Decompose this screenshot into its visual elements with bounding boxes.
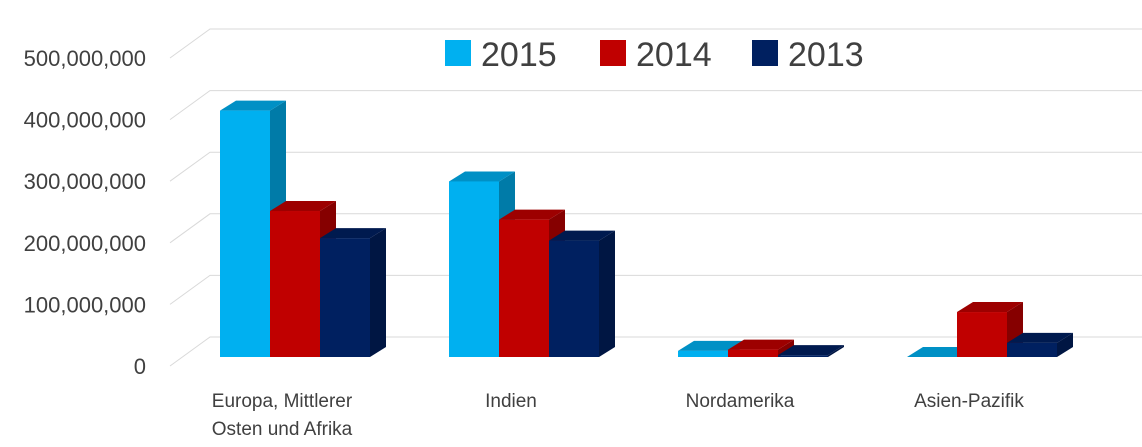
bar [320, 228, 386, 357]
bar-front [320, 238, 370, 357]
y-axis: 0 100,000,000 200,000,000 300,000,000 400,00… [24, 46, 146, 379]
bar-front [549, 240, 599, 357]
bar-front [449, 181, 499, 357]
bar [907, 347, 973, 357]
bar-top [499, 209, 565, 220]
bar-top [728, 339, 794, 350]
x-category-label: Indien [485, 391, 537, 412]
bar-front [270, 211, 320, 357]
x-category-label: Europa, Mittlerer Osten und Afrika [212, 391, 353, 440]
bar-top [907, 347, 973, 357]
bar-front [1007, 342, 1057, 357]
bar [778, 345, 844, 357]
bar-front [220, 110, 270, 357]
x-axis: Europa, Mittlerer Osten und Afrika Indien N… [212, 391, 1025, 440]
bar-top [320, 228, 386, 239]
bar-top [549, 230, 615, 241]
legend-swatch [752, 40, 778, 66]
legend-swatch [445, 40, 471, 66]
bar [1007, 332, 1073, 357]
y-tick-label: 200,000,000 [24, 231, 146, 256]
bars [220, 100, 1073, 357]
bar-top [957, 302, 1023, 313]
legend-item: 2013 [752, 36, 864, 74]
legend-item: 2015 [445, 36, 557, 74]
bar [549, 230, 615, 357]
bar-front [499, 219, 549, 357]
y-tick-label: 400,000,000 [24, 108, 146, 133]
bar-front [728, 349, 778, 357]
legend-label: 2014 [636, 36, 712, 74]
bar-front [778, 355, 828, 357]
bar-top [1007, 332, 1073, 343]
y-tick-label: 100,000,000 [24, 292, 146, 317]
bar-top [678, 340, 744, 351]
bar-top [449, 171, 515, 182]
y-tick-label: 300,000,000 [24, 169, 146, 194]
legend-item: 2014 [600, 36, 712, 74]
y-tick-label: 500,000,000 [24, 46, 146, 71]
gridline [169, 28, 1142, 59]
bar-side [828, 345, 844, 357]
gridlines [169, 28, 1142, 367]
legend: 2015 2014 2013 [445, 36, 864, 74]
gridline [169, 274, 1142, 305]
bar-side [370, 228, 386, 357]
bar-top [778, 345, 844, 356]
legend-label: 2015 [481, 36, 557, 74]
bar-side [1057, 332, 1073, 357]
bar-top [270, 201, 336, 212]
gridline [169, 90, 1142, 121]
x-category-label: Nordamerika [686, 391, 795, 412]
legend-label: 2013 [788, 36, 864, 74]
bar-top [220, 100, 286, 111]
bar-front [957, 312, 1007, 357]
bar-front [678, 350, 728, 357]
bar-side [599, 230, 615, 357]
gridline [169, 336, 1142, 367]
gridline [169, 213, 1142, 244]
y-tick-label: 0 [134, 354, 146, 379]
legend-swatch [600, 40, 626, 66]
gridline [169, 151, 1142, 182]
x-category-label: Asien-Pazifik [914, 391, 1024, 412]
